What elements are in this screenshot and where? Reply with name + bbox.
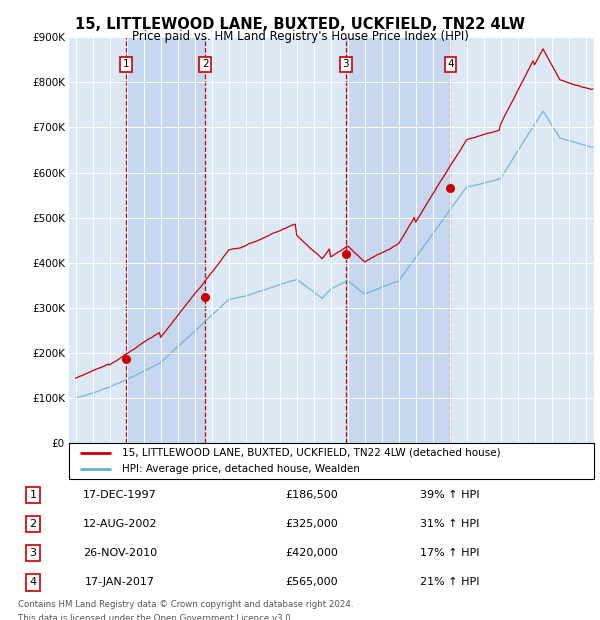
- Text: £420,000: £420,000: [286, 548, 338, 559]
- Text: Price paid vs. HM Land Registry's House Price Index (HPI): Price paid vs. HM Land Registry's House …: [131, 30, 469, 43]
- Text: 1: 1: [123, 60, 130, 69]
- Text: £186,500: £186,500: [286, 490, 338, 500]
- Text: 4: 4: [29, 577, 37, 588]
- Bar: [126, 37, 205, 443]
- Text: 15, LITTLEWOOD LANE, BUXTED, UCKFIELD, TN22 4LW (detached house): 15, LITTLEWOOD LANE, BUXTED, UCKFIELD, T…: [121, 448, 500, 458]
- Bar: [346, 37, 451, 443]
- Text: 2: 2: [29, 519, 37, 529]
- Text: 31% ↑ HPI: 31% ↑ HPI: [421, 519, 479, 529]
- FancyBboxPatch shape: [69, 443, 594, 479]
- Text: 4: 4: [447, 60, 454, 69]
- Text: 17-DEC-1997: 17-DEC-1997: [83, 490, 157, 500]
- Text: Contains HM Land Registry data © Crown copyright and database right 2024.: Contains HM Land Registry data © Crown c…: [18, 600, 353, 609]
- Text: £325,000: £325,000: [286, 519, 338, 529]
- Text: 39% ↑ HPI: 39% ↑ HPI: [420, 490, 480, 500]
- Text: This data is licensed under the Open Government Licence v3.0.: This data is licensed under the Open Gov…: [18, 614, 293, 620]
- Text: 21% ↑ HPI: 21% ↑ HPI: [420, 577, 480, 588]
- Text: 3: 3: [29, 548, 37, 559]
- Text: 2: 2: [202, 60, 209, 69]
- Text: 1: 1: [29, 490, 37, 500]
- Text: HPI: Average price, detached house, Wealden: HPI: Average price, detached house, Weal…: [121, 464, 359, 474]
- Text: 17-JAN-2017: 17-JAN-2017: [85, 577, 155, 588]
- Text: £565,000: £565,000: [286, 577, 338, 588]
- Text: 15, LITTLEWOOD LANE, BUXTED, UCKFIELD, TN22 4LW: 15, LITTLEWOOD LANE, BUXTED, UCKFIELD, T…: [75, 17, 525, 32]
- Text: 12-AUG-2002: 12-AUG-2002: [83, 519, 157, 529]
- Text: 17% ↑ HPI: 17% ↑ HPI: [420, 548, 480, 559]
- Text: 26-NOV-2010: 26-NOV-2010: [83, 548, 157, 559]
- Text: 3: 3: [343, 60, 349, 69]
